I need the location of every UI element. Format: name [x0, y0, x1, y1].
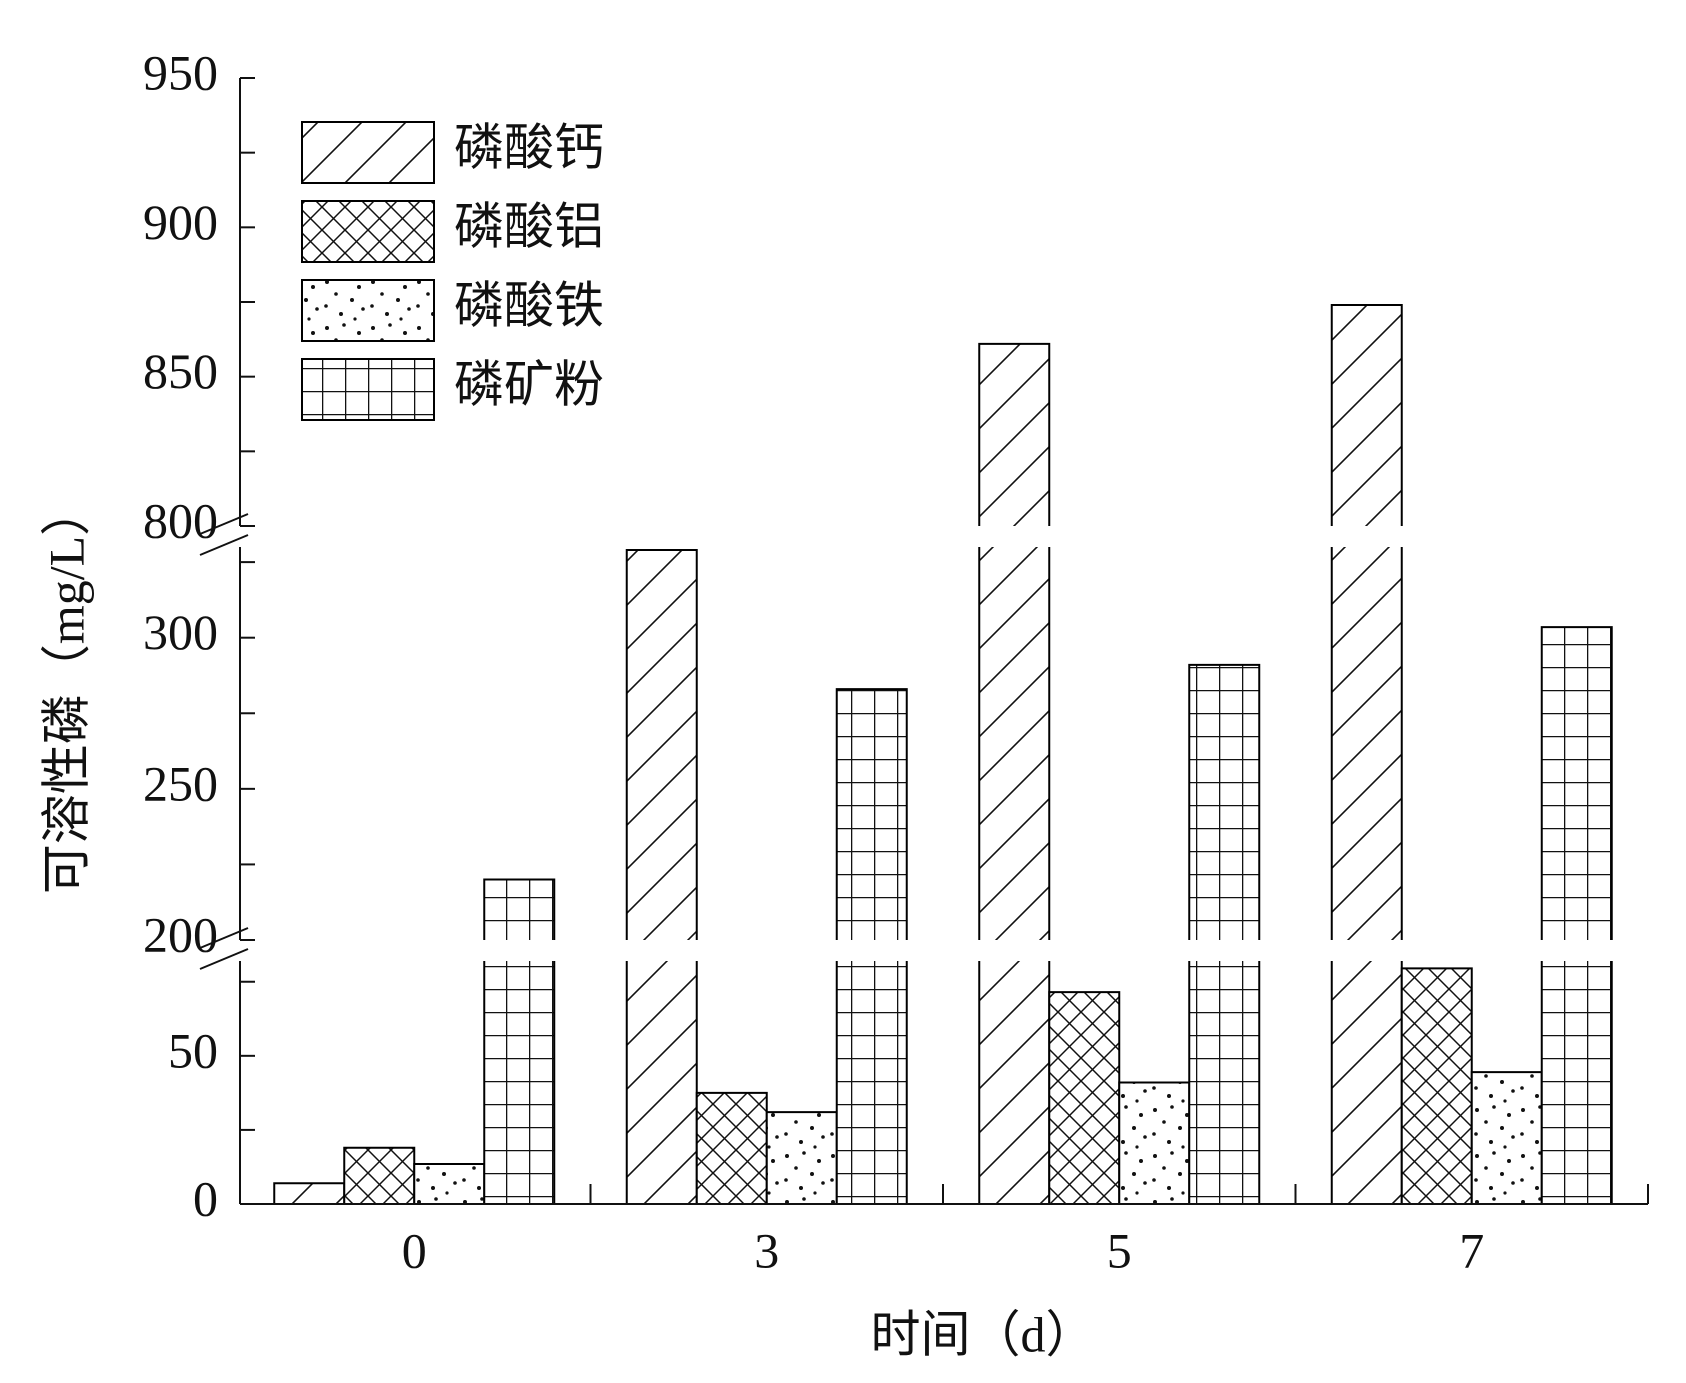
- bar-outline: [835, 688, 908, 940]
- legend-label: 磷酸钙: [454, 119, 604, 175]
- x-axis-title: 时间（d）: [871, 1306, 1096, 1362]
- bar: [836, 961, 907, 1204]
- bar: [1471, 1072, 1542, 1204]
- bar: [836, 689, 907, 940]
- legend-swatch: [301, 200, 435, 263]
- legend-swatch: [301, 358, 435, 421]
- bar-outline: [1330, 547, 1403, 940]
- y-tick-label: 250: [143, 755, 218, 811]
- bar: [979, 961, 1050, 1204]
- y-tick-label: 800: [143, 492, 218, 548]
- axis-break: [199, 513, 249, 535]
- bar-outline: [835, 961, 908, 1204]
- bar: [766, 1112, 837, 1204]
- axis-break: [199, 927, 249, 949]
- legend-swatch: [301, 279, 435, 342]
- y-tick-label: 200: [143, 906, 218, 962]
- bar-outline: [1188, 961, 1261, 1204]
- bar: [1049, 992, 1120, 1204]
- bar: [696, 1092, 767, 1204]
- y-tick-label: 900: [143, 194, 218, 250]
- bar: [1189, 961, 1260, 1204]
- bar: [414, 1163, 485, 1204]
- bar-outline: [978, 547, 1051, 940]
- bar-outline: [483, 878, 556, 940]
- bar-outline: [1330, 303, 1403, 526]
- y-tick-label: 950: [143, 44, 218, 100]
- y-axis-title: 可溶性磷（mg/L）: [38, 486, 94, 894]
- y-tick-label: 850: [143, 343, 218, 399]
- legend-label: 磷矿粉: [454, 356, 604, 412]
- x-tick-label: 0: [402, 1222, 427, 1278]
- bar: [1119, 1082, 1190, 1204]
- axis-break: [199, 534, 249, 556]
- axis-break: [199, 948, 249, 970]
- bar: [979, 343, 1050, 526]
- bar: [626, 961, 697, 1204]
- x-tick-label: 7: [1459, 1222, 1484, 1278]
- bar-outline: [483, 961, 556, 1204]
- bar-outline: [1540, 961, 1613, 1204]
- x-tick-label: 3: [754, 1222, 779, 1278]
- bar: [1541, 961, 1612, 1204]
- bar: [344, 1147, 415, 1204]
- legend-label: 磷酸铁: [454, 277, 604, 333]
- legend-swatch: [301, 121, 435, 184]
- bar-outline: [1540, 626, 1613, 940]
- bar: [484, 879, 555, 940]
- bar-outline: [625, 549, 698, 940]
- bar: [1401, 968, 1472, 1204]
- bar: [626, 550, 697, 940]
- bar: [1541, 627, 1612, 940]
- bar-outline: [978, 342, 1051, 526]
- y-tick-label: 50: [168, 1022, 218, 1078]
- y-tick-label: 300: [143, 604, 218, 660]
- legend-label: 磷酸铝: [454, 198, 604, 254]
- y-tick-label: 0: [193, 1170, 218, 1226]
- x-tick-label: 5: [1107, 1222, 1132, 1278]
- bar: [979, 547, 1050, 940]
- bar: [274, 1183, 345, 1204]
- bar-outline: [1188, 663, 1261, 940]
- bar: [1189, 664, 1260, 940]
- bar: [1331, 547, 1402, 940]
- bar: [1331, 961, 1402, 1204]
- bar: [484, 961, 555, 1204]
- bar: [1331, 304, 1402, 526]
